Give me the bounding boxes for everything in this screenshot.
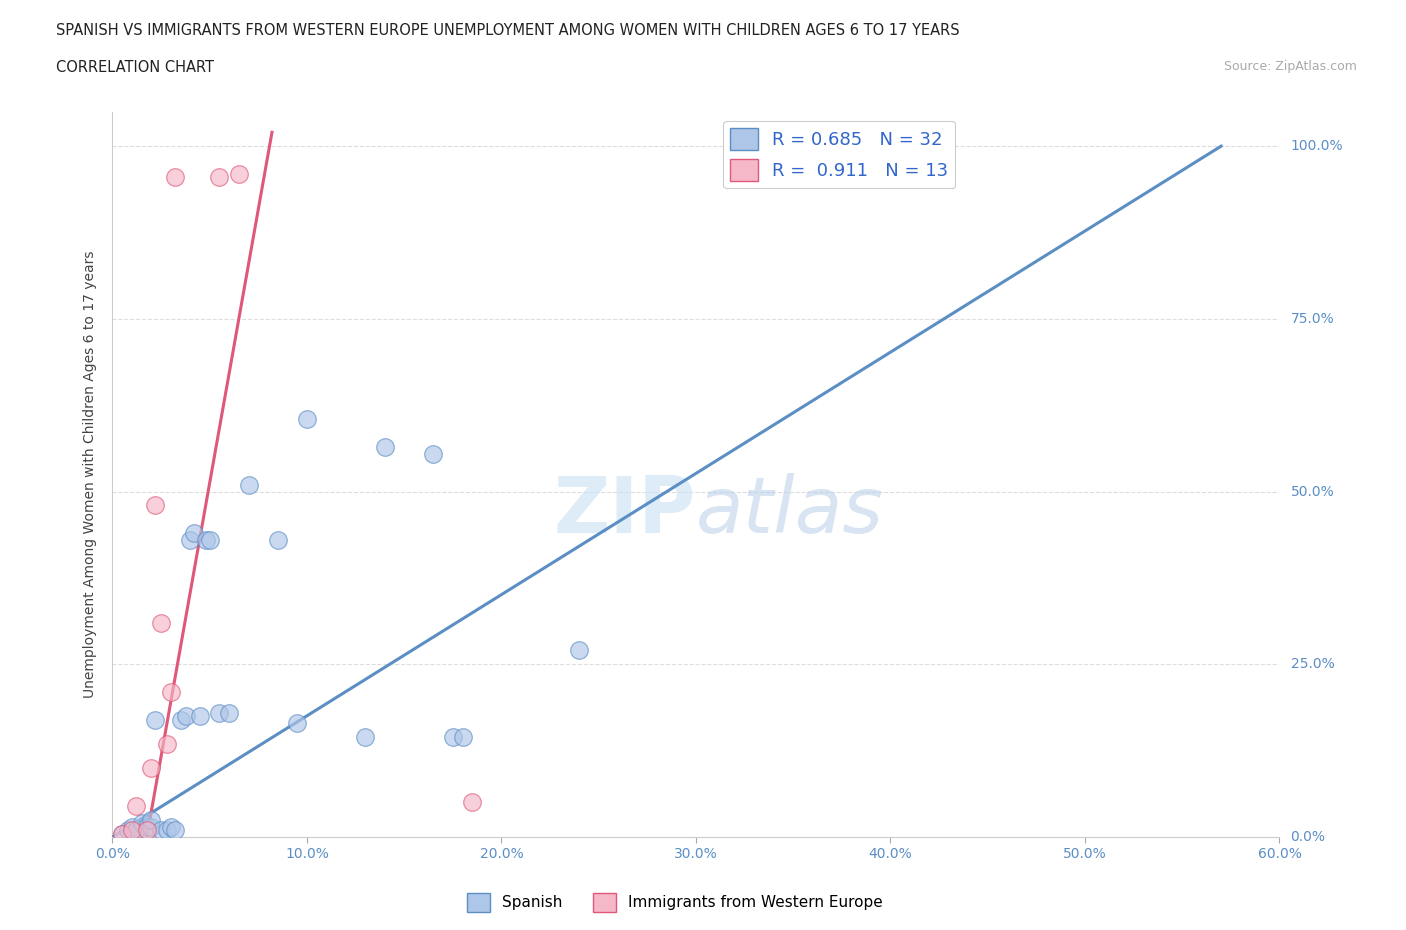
Point <box>568 643 591 658</box>
Point <box>143 712 166 727</box>
Point <box>111 826 134 841</box>
Point <box>208 170 231 185</box>
Point <box>136 823 159 838</box>
Point <box>176 709 198 724</box>
Point <box>160 684 183 699</box>
Point <box>179 533 201 548</box>
Text: CORRELATION CHART: CORRELATION CHART <box>56 60 214 75</box>
Point <box>238 477 260 492</box>
Point <box>461 795 484 810</box>
Point <box>111 826 134 841</box>
Text: SPANISH VS IMMIGRANTS FROM WESTERN EUROPE UNEMPLOYMENT AMONG WOMEN WITH CHILDREN: SPANISH VS IMMIGRANTS FROM WESTERN EUROP… <box>56 23 960 38</box>
Point <box>374 439 396 454</box>
Point <box>136 819 159 834</box>
Point <box>117 823 139 838</box>
Point <box>285 715 308 730</box>
Point <box>218 705 240 720</box>
Text: 25.0%: 25.0% <box>1291 658 1334 671</box>
Point <box>163 823 186 838</box>
Point <box>131 816 153 830</box>
Point <box>156 737 179 751</box>
Point <box>198 533 221 548</box>
Point <box>228 166 250 181</box>
Point <box>125 823 148 838</box>
Point <box>121 823 143 838</box>
Text: atlas: atlas <box>696 472 884 549</box>
Point <box>150 823 173 838</box>
Point <box>141 761 163 776</box>
Point <box>141 819 163 834</box>
Point <box>267 533 290 548</box>
Text: 0.0%: 0.0% <box>1291 830 1326 844</box>
Text: 100.0%: 100.0% <box>1291 140 1343 153</box>
Point <box>143 498 166 512</box>
Point <box>141 812 163 827</box>
Point <box>208 705 231 720</box>
Text: 75.0%: 75.0% <box>1291 312 1334 326</box>
Point <box>188 709 211 724</box>
Point <box>125 799 148 814</box>
Point <box>163 170 186 185</box>
Point <box>194 533 217 548</box>
Point <box>160 819 183 834</box>
Point <box>295 412 318 427</box>
Point <box>451 729 474 744</box>
Point <box>441 729 464 744</box>
Point <box>150 616 173 631</box>
Y-axis label: Unemployment Among Women with Children Ages 6 to 17 years: Unemployment Among Women with Children A… <box>83 250 97 698</box>
Point <box>121 819 143 834</box>
Point <box>354 729 377 744</box>
Text: ZIP: ZIP <box>554 472 696 549</box>
Point <box>183 525 205 540</box>
Text: 50.0%: 50.0% <box>1291 485 1334 498</box>
Point <box>156 823 179 838</box>
Point <box>169 712 191 727</box>
Legend: Spanish, Immigrants from Western Europe: Spanish, Immigrants from Western Europe <box>461 887 889 918</box>
Text: Source: ZipAtlas.com: Source: ZipAtlas.com <box>1223 60 1357 73</box>
Point <box>422 446 444 461</box>
Legend: R = 0.685   N = 32, R =  0.911   N = 13: R = 0.685 N = 32, R = 0.911 N = 13 <box>723 121 955 188</box>
